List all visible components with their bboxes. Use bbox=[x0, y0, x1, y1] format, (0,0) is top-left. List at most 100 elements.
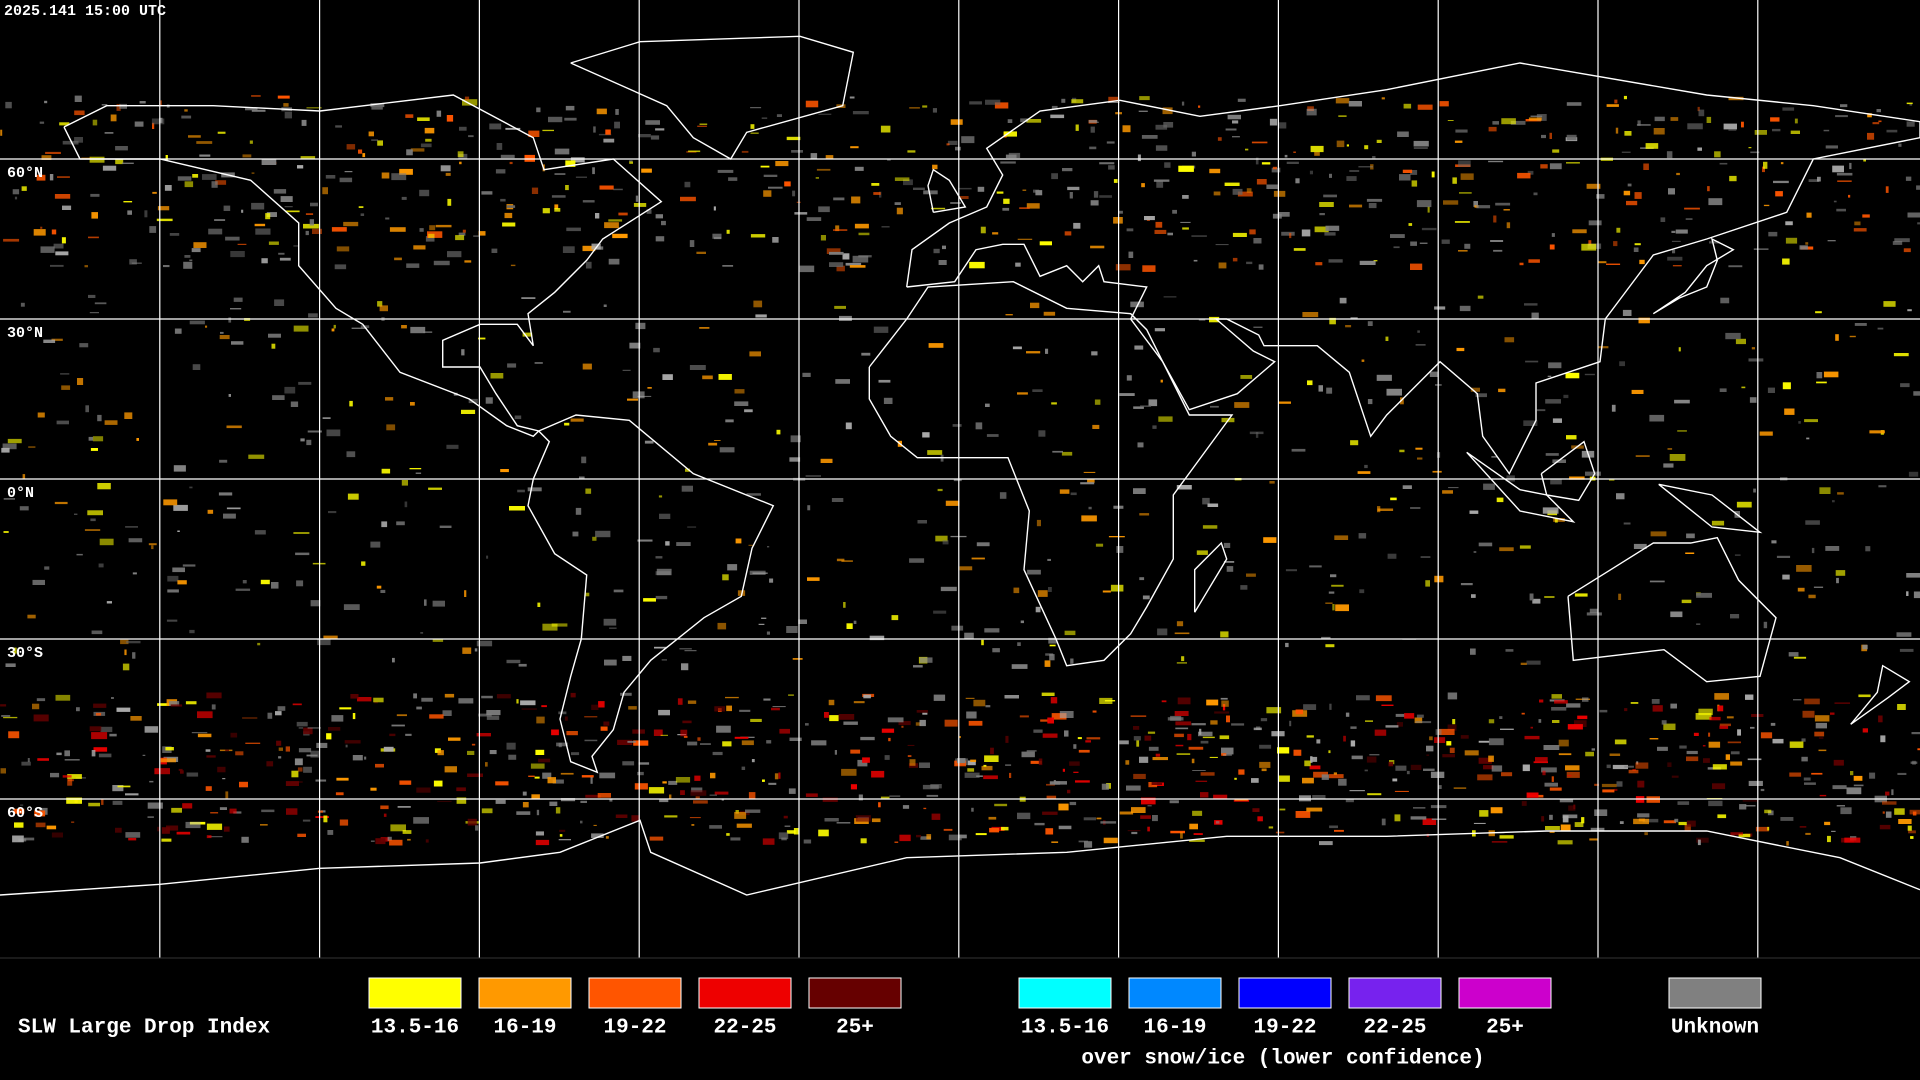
cloud-pixel bbox=[1566, 102, 1582, 106]
cloud-pixel bbox=[122, 663, 130, 671]
cloud-pixel bbox=[736, 823, 752, 828]
cloud-pixel bbox=[1551, 776, 1554, 782]
cloud-pixel bbox=[352, 755, 363, 761]
cloud-pixel bbox=[538, 758, 551, 763]
cloud-pixel bbox=[1191, 235, 1207, 237]
cloud-pixel bbox=[1432, 470, 1442, 473]
cloud-pixel bbox=[1334, 535, 1349, 540]
cloud-pixel bbox=[199, 154, 211, 157]
cloud-pixel bbox=[233, 811, 242, 814]
cloud-pixel bbox=[559, 834, 563, 837]
cloud-pixel bbox=[500, 469, 509, 473]
cloud-pixel bbox=[1141, 183, 1145, 188]
cloud-pixel bbox=[1, 447, 10, 453]
cloud-pixel bbox=[509, 161, 513, 165]
cloud-pixel bbox=[1196, 550, 1208, 555]
cloud-pixel bbox=[1047, 558, 1051, 561]
cloud-pixel bbox=[694, 775, 701, 781]
cloud-pixel bbox=[380, 805, 389, 810]
cloud-pixel bbox=[89, 312, 99, 314]
cloud-pixel bbox=[339, 819, 349, 826]
cloud-pixel bbox=[922, 712, 928, 715]
cloud-pixel bbox=[1788, 652, 1799, 657]
cloud-pixel bbox=[1325, 644, 1335, 648]
cloud-pixel bbox=[448, 737, 461, 741]
cloud-pixel bbox=[1210, 720, 1218, 725]
cloud-pixel bbox=[147, 802, 163, 809]
cloud-pixel bbox=[1477, 295, 1484, 299]
cloud-pixel bbox=[582, 200, 595, 203]
cloud-pixel bbox=[1434, 575, 1444, 583]
cloud-pixel bbox=[402, 830, 412, 834]
cloud-pixel bbox=[1226, 715, 1230, 723]
cloud-pixel bbox=[899, 834, 911, 842]
cloud-pixel bbox=[717, 169, 734, 173]
cloud-pixel bbox=[755, 314, 767, 318]
cloud-pixel bbox=[933, 694, 946, 701]
cloud-pixel bbox=[1719, 725, 1729, 729]
cloud-pixel bbox=[829, 251, 844, 255]
cloud-pixel bbox=[927, 450, 943, 455]
cloud-pixel bbox=[381, 468, 391, 474]
cloud-pixel bbox=[522, 332, 533, 337]
cloud-pixel bbox=[763, 174, 778, 177]
cloud-pixel bbox=[1281, 231, 1295, 236]
cloud-pixel bbox=[184, 181, 194, 188]
cloud-pixel bbox=[1818, 737, 1824, 739]
cloud-pixel bbox=[909, 107, 920, 109]
cloud-pixel bbox=[1141, 797, 1156, 805]
cloud-pixel bbox=[346, 144, 356, 150]
cloud-pixel bbox=[362, 153, 366, 158]
cloud-pixel bbox=[1469, 510, 1479, 514]
cloud-pixel bbox=[702, 375, 713, 380]
cloud-pixel bbox=[1719, 162, 1728, 165]
cloud-pixel bbox=[768, 782, 777, 785]
legend-title: SLW Large Drop Index bbox=[18, 1017, 270, 1040]
cloud-pixel bbox=[1695, 713, 1712, 720]
cloud-pixel bbox=[428, 487, 442, 490]
cloud-pixel bbox=[1464, 750, 1479, 756]
cloud-pixel bbox=[339, 707, 352, 710]
cloud-pixel bbox=[726, 833, 730, 836]
cloud-pixel bbox=[167, 575, 179, 582]
cloud-pixel bbox=[521, 708, 537, 710]
cloud-pixel bbox=[1415, 447, 1423, 450]
cloud-pixel bbox=[1667, 448, 1673, 450]
cloud-pixel bbox=[55, 694, 71, 701]
cloud-pixel bbox=[275, 711, 282, 716]
cloud-pixel bbox=[726, 229, 730, 234]
cloud-pixel bbox=[1880, 735, 1886, 743]
cloud-pixel bbox=[542, 129, 554, 132]
cloud-pixel bbox=[1373, 260, 1378, 262]
cloud-pixel bbox=[1562, 815, 1569, 823]
cloud-pixel bbox=[615, 109, 619, 115]
cloud-pixel bbox=[1478, 757, 1492, 764]
cloud-pixel bbox=[984, 755, 999, 762]
cloud-pixel bbox=[1798, 421, 1801, 424]
cloud-pixel bbox=[444, 693, 455, 698]
cloud-pixel bbox=[909, 759, 916, 766]
cloud-pixel bbox=[1634, 192, 1642, 199]
cloud-pixel bbox=[1867, 113, 1872, 118]
cloud-pixel bbox=[1189, 823, 1198, 830]
cloud-pixel bbox=[312, 228, 322, 234]
cloud-pixel bbox=[1073, 222, 1081, 229]
cloud-pixel bbox=[1227, 114, 1241, 120]
cloud-pixel bbox=[1266, 707, 1282, 714]
cloud-pixel bbox=[1013, 587, 1020, 594]
cloud-pixel bbox=[437, 800, 452, 802]
cloud-pixel bbox=[741, 766, 746, 770]
cloud-pixel bbox=[693, 800, 708, 804]
cloud-pixel bbox=[509, 506, 525, 511]
cloud-pixel bbox=[74, 95, 82, 102]
cloud-pixel bbox=[1346, 176, 1357, 181]
cloud-pixel bbox=[1002, 207, 1010, 211]
cloud-pixel bbox=[741, 150, 749, 153]
cloud-pixel bbox=[1900, 383, 1910, 388]
cloud-pixel bbox=[228, 394, 231, 397]
cloud-pixel bbox=[1552, 418, 1562, 423]
cloud-pixel bbox=[1613, 788, 1618, 791]
cloud-pixel bbox=[1232, 232, 1247, 237]
legend-swatch bbox=[808, 977, 902, 1009]
cloud-pixel bbox=[1460, 583, 1473, 586]
